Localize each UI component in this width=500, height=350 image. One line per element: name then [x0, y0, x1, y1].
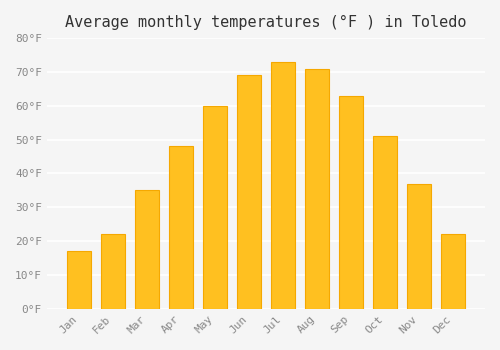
Bar: [339, 96, 363, 309]
Bar: [407, 184, 431, 309]
Bar: [135, 190, 158, 309]
Bar: [237, 75, 261, 309]
Bar: [101, 234, 124, 309]
Bar: [203, 106, 227, 309]
Bar: [169, 146, 192, 309]
Bar: [271, 62, 295, 309]
Bar: [305, 69, 329, 309]
Title: Average monthly temperatures (°F ) in Toledo: Average monthly temperatures (°F ) in To…: [65, 15, 466, 30]
Bar: [67, 251, 90, 309]
Bar: [373, 136, 397, 309]
Bar: [442, 234, 465, 309]
